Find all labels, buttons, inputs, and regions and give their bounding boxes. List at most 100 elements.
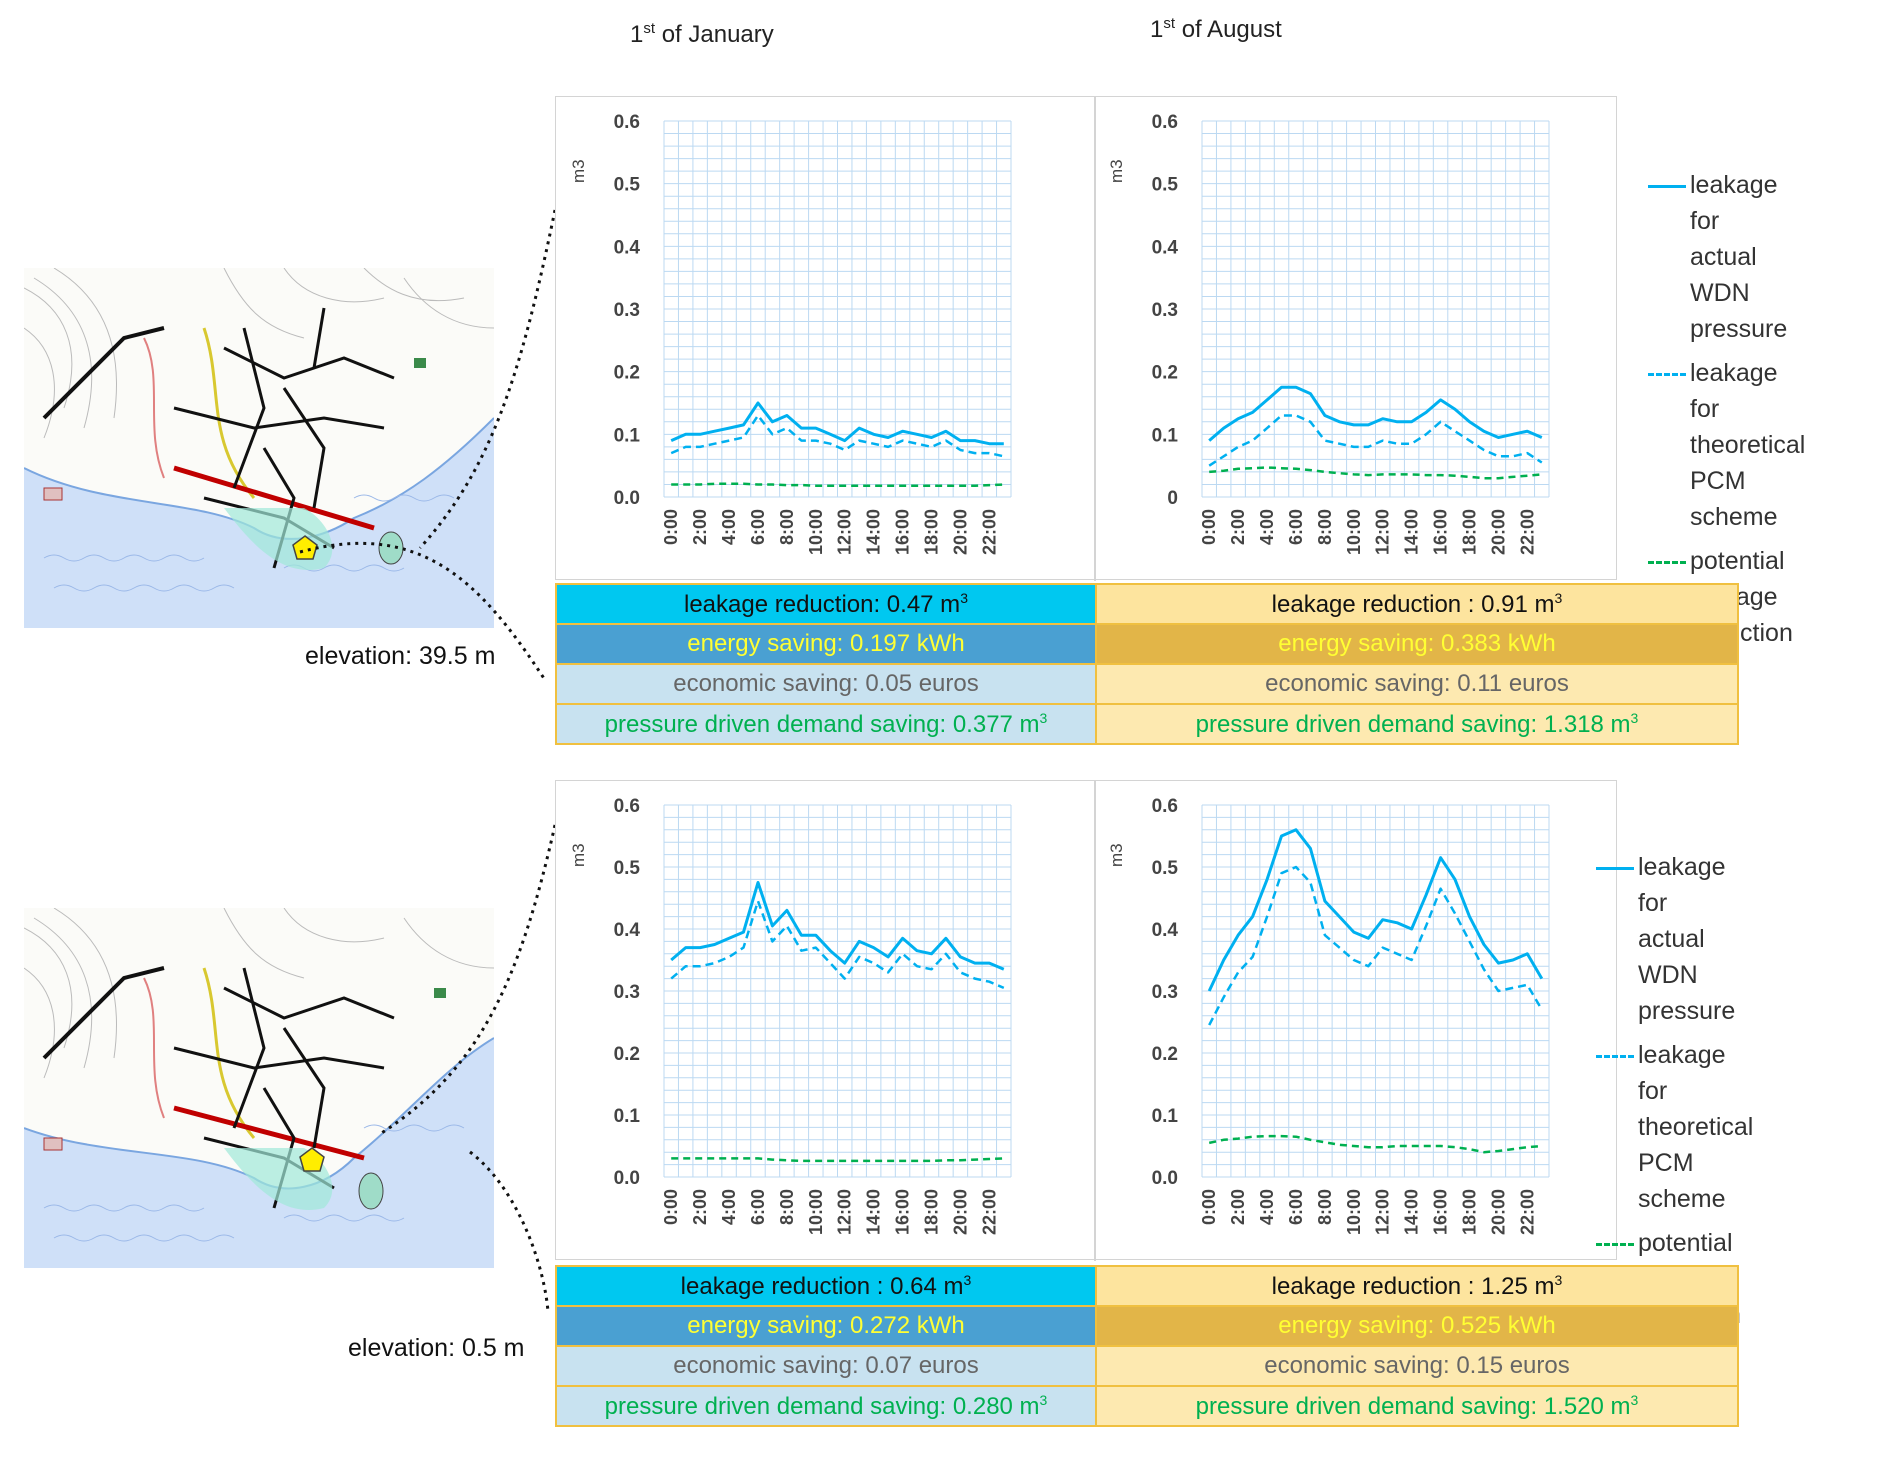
x-tick-label: 12:00 xyxy=(835,509,855,555)
y-tick-label: 0.6 xyxy=(1152,112,1178,133)
text: leakage reduction : 0.91 m xyxy=(1271,590,1555,618)
x-tick-label: 4:00 xyxy=(719,509,739,545)
x-tick-label: 16:00 xyxy=(893,1189,913,1235)
y-tick-label: 0.3 xyxy=(614,300,640,321)
y-tick-label: 0.5 xyxy=(1152,858,1179,879)
y-axis-label: m3 xyxy=(569,843,588,867)
series-line-potential xyxy=(1209,466,1542,480)
series-line-potential xyxy=(671,482,1004,487)
legend-actual-line-3: pressure xyxy=(1638,997,1736,1025)
map-bottom xyxy=(23,907,495,1268)
series-line-pcm xyxy=(1208,865,1543,1026)
series-line-actual xyxy=(670,401,1004,446)
y-tick-label: 0.5 xyxy=(614,858,641,879)
text: leakage reduction : 1.25 m xyxy=(1271,1272,1555,1300)
y-tick-label: 0.6 xyxy=(1152,796,1178,817)
y-tick-label: 0.4 xyxy=(1152,920,1179,941)
y-tick-label: 0.1 xyxy=(1152,425,1179,446)
jan-leakage-reduction: leakage reduction: 0.47 m3 xyxy=(555,583,1097,625)
x-tick-label: 14:00 xyxy=(864,509,884,555)
series-line-pcm xyxy=(670,414,1005,458)
y-tick-label: 0.4 xyxy=(614,237,641,258)
y-tick-label: 0.3 xyxy=(1152,982,1178,1003)
x-tick-label: 8:00 xyxy=(777,1189,797,1225)
x-tick-label: 22:00 xyxy=(979,509,999,555)
series-line-pcm xyxy=(1208,414,1543,467)
chart-panel-bottom: 0.0 0.1 0.2 0.3 0.4 0.5 0.6 m3 0:00 2:00 4:00 6:00 8… xyxy=(555,780,1753,1329)
series-line-actual xyxy=(1208,385,1543,442)
info-table-bottom: leakage reduction : 0.64 m3 leakage redu… xyxy=(555,1265,1739,1427)
legend-actual-line-2: actual WDN xyxy=(1690,243,1757,307)
y-tick-label: 0.4 xyxy=(1152,237,1179,258)
jan-energy-saving: energy saving: 0.197 kWh xyxy=(555,623,1097,665)
gridlines xyxy=(663,120,1012,498)
y-tick-label: 0.5 xyxy=(614,175,641,196)
header-august-sup: st xyxy=(1163,15,1176,32)
gridlines xyxy=(1201,120,1550,498)
jan-energy-saving: energy saving: 0.272 kWh xyxy=(555,1305,1097,1347)
x-tick-label: 18:00 xyxy=(921,509,941,555)
y-tick-label: 0.0 xyxy=(614,488,640,509)
y-tick-label: 0.0 xyxy=(614,1168,640,1189)
text: pressure driven demand saving: 1.520 m xyxy=(1195,1392,1631,1420)
series-line-potential xyxy=(1208,1134,1542,1154)
aug-leakage-reduction: leakage reduction : 1.25 m3 xyxy=(1095,1265,1739,1307)
row-leakage-reduction: leakage reduction: 0.47 m3 leakage reduc… xyxy=(555,583,1739,625)
row-pressure-driven: pressure driven demand saving: 0.377 m3 … xyxy=(555,703,1739,745)
map-top xyxy=(23,267,495,628)
jan-pressure-driven-saving: pressure driven demand saving: 0.377 m3 xyxy=(555,703,1097,745)
x-tick-label: 22:00 xyxy=(979,1189,999,1235)
legend-pcm-line-1: leakage for xyxy=(1690,359,1778,423)
x-tick-label: 2:00 xyxy=(690,509,710,545)
y-tick-label: 0.1 xyxy=(1152,1106,1179,1127)
text: leakage reduction: 0.47 m xyxy=(684,590,961,618)
y-tick-label: 0.3 xyxy=(614,982,640,1003)
series-line-actual xyxy=(1207,828,1544,992)
header-january-number: 1 xyxy=(630,21,644,48)
series-line-actual xyxy=(670,881,1005,971)
aug-economic-saving: economic saving: 0.11 euros xyxy=(1095,663,1739,705)
network-map-bottom xyxy=(23,907,495,1268)
unit-sup: 3 xyxy=(1554,1271,1563,1288)
x-tick-label: 4:00 xyxy=(1257,1189,1277,1225)
jan-economic-saving: economic saving: 0.05 euros xyxy=(555,663,1097,705)
y-tick-label: 0.4 xyxy=(614,920,641,941)
x-tick-label: 16:00 xyxy=(893,509,913,555)
legend-pcm-line-3: scheme xyxy=(1638,1185,1726,1213)
row-economic-saving: economic saving: 0.07 euros economic sav… xyxy=(555,1345,1739,1387)
x-tick-label: 20:00 xyxy=(950,509,970,555)
text: pressure driven demand saving: 1.318 m xyxy=(1195,710,1631,738)
legend-pcm-line-3: scheme xyxy=(1690,503,1778,531)
x-tick-label: 6:00 xyxy=(748,1189,768,1225)
x-tick-label: 0:00 xyxy=(1199,509,1219,545)
y-tick-label: 0.6 xyxy=(614,112,640,133)
y-tick-label: 0.0 xyxy=(1152,1168,1178,1189)
x-tick-label: 20:00 xyxy=(1488,1189,1508,1235)
legend-swatch-dashed-green xyxy=(1648,561,1686,564)
series-line-potential xyxy=(671,1157,1004,1163)
x-tick-label: 4:00 xyxy=(719,1189,739,1225)
legend-actual-line-2: actual WDN xyxy=(1638,925,1705,989)
unit-sup: 3 xyxy=(1039,1391,1048,1408)
x-tick-label: 0:00 xyxy=(1199,1189,1219,1225)
aug-energy-saving: energy saving: 0.525 kWh xyxy=(1095,1305,1739,1347)
text: pressure driven demand saving: 0.377 m xyxy=(604,710,1040,738)
x-tick-label: 16:00 xyxy=(1431,1189,1451,1235)
gridlines xyxy=(663,804,1012,1178)
x-tick-label: 0:00 xyxy=(661,1189,681,1225)
x-tick-label: 16:00 xyxy=(1431,509,1451,555)
chart-bottom-january: 0.0 0.1 0.2 0.3 0.4 0.5 0.6 m3 0:00 2:00 4:00 6:00 8… xyxy=(569,796,1012,1235)
header-january-sup: st xyxy=(643,20,656,37)
unit-sup: 3 xyxy=(1554,589,1563,606)
x-tick-label: 22:00 xyxy=(1517,1189,1537,1235)
unit-sup: 3 xyxy=(1039,709,1048,726)
x-tick-label: 2:00 xyxy=(1228,509,1248,545)
legend-pcm-line-1: leakage for xyxy=(1638,1041,1726,1105)
x-tick-label: 22:00 xyxy=(1517,509,1537,555)
x-tick-label: 8:00 xyxy=(1315,509,1335,545)
header-august-text: of August xyxy=(1175,16,1282,43)
header-january-text: of January xyxy=(655,21,774,48)
x-tick-label: 10:00 xyxy=(1344,509,1364,555)
x-tick-label: 2:00 xyxy=(1228,1189,1248,1225)
row-energy-saving: energy saving: 0.197 kWh energy saving: … xyxy=(555,623,1739,665)
